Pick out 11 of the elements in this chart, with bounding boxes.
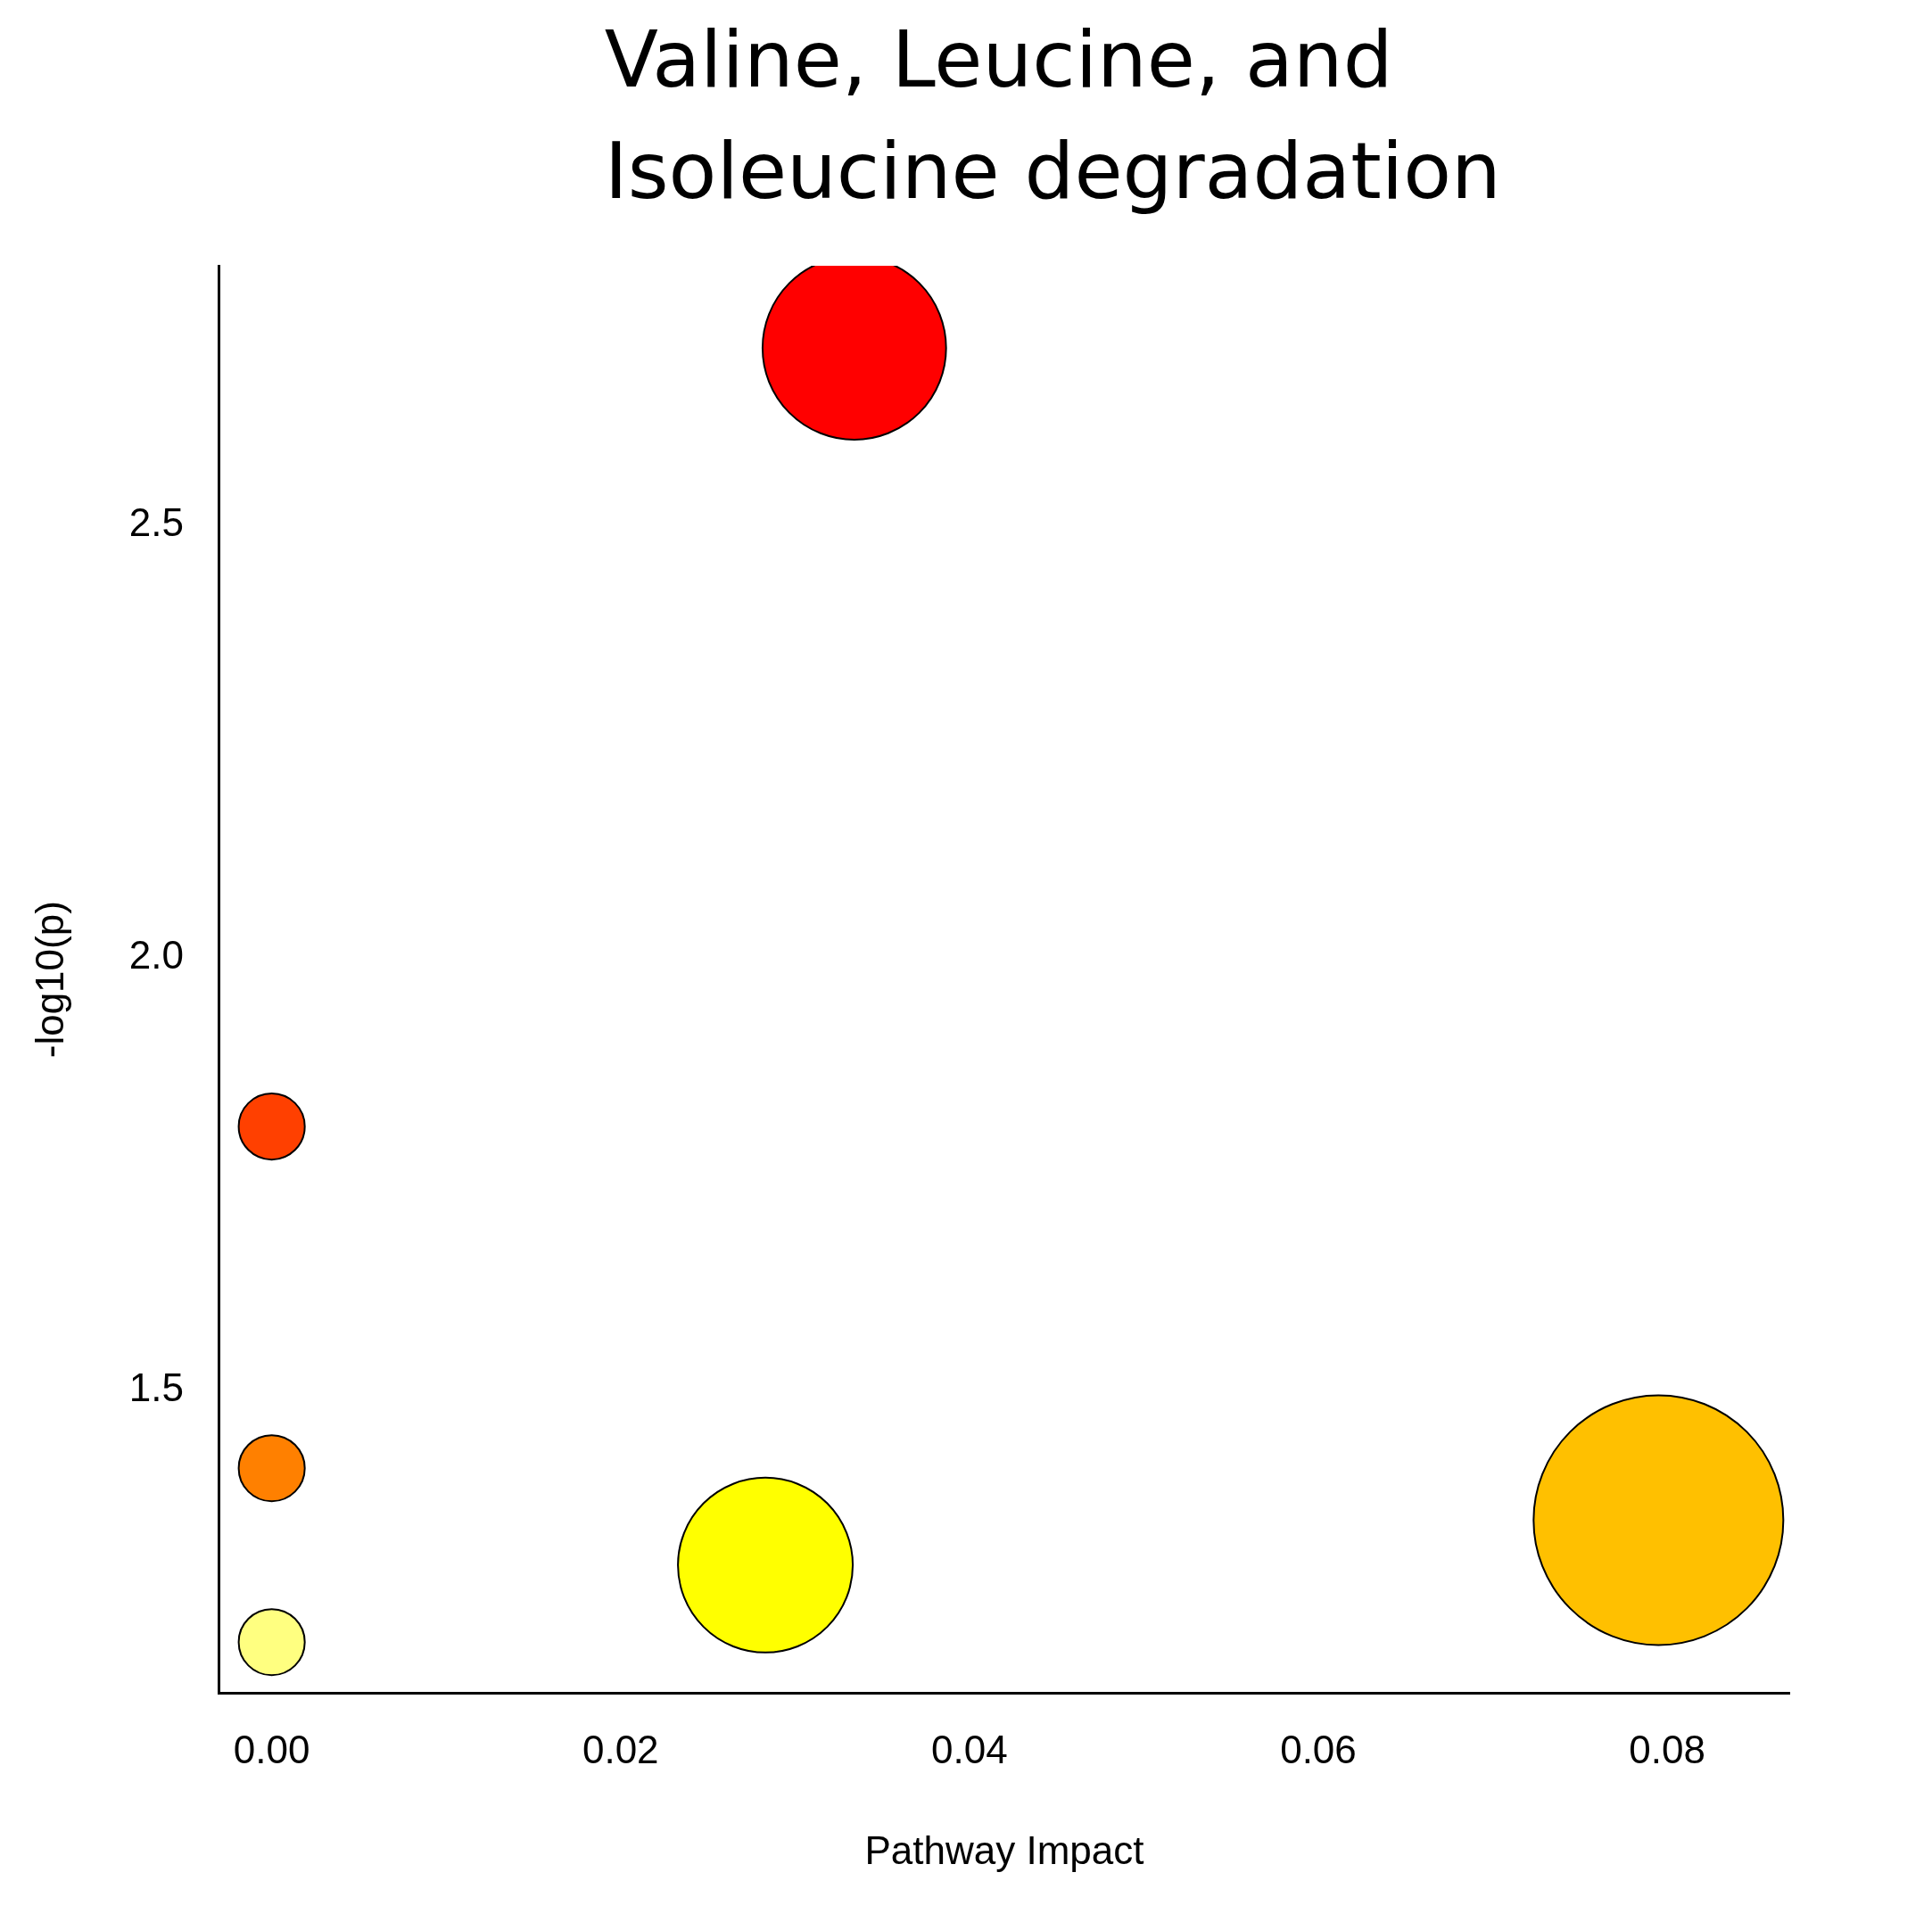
x-tick-label: 0.00 [233, 1727, 310, 1771]
y-axis-title: -log10(p) [27, 901, 71, 1059]
x-axis-title: Pathway Impact [864, 1827, 1144, 1872]
y-tick-label: 2.0 [128, 933, 184, 977]
y-tick-label: 1.5 [128, 1365, 184, 1410]
x-tick-label: 0.08 [1629, 1727, 1705, 1771]
x-tick-label: 0.02 [582, 1727, 659, 1771]
x-tick-label: 0.06 [1280, 1727, 1357, 1771]
x-tick-label: 0.04 [931, 1727, 1008, 1771]
y-tick-label: 2.5 [128, 500, 184, 545]
annotation: Valine, Leucine, and Isoleucine degradation [604, 13, 1501, 217]
